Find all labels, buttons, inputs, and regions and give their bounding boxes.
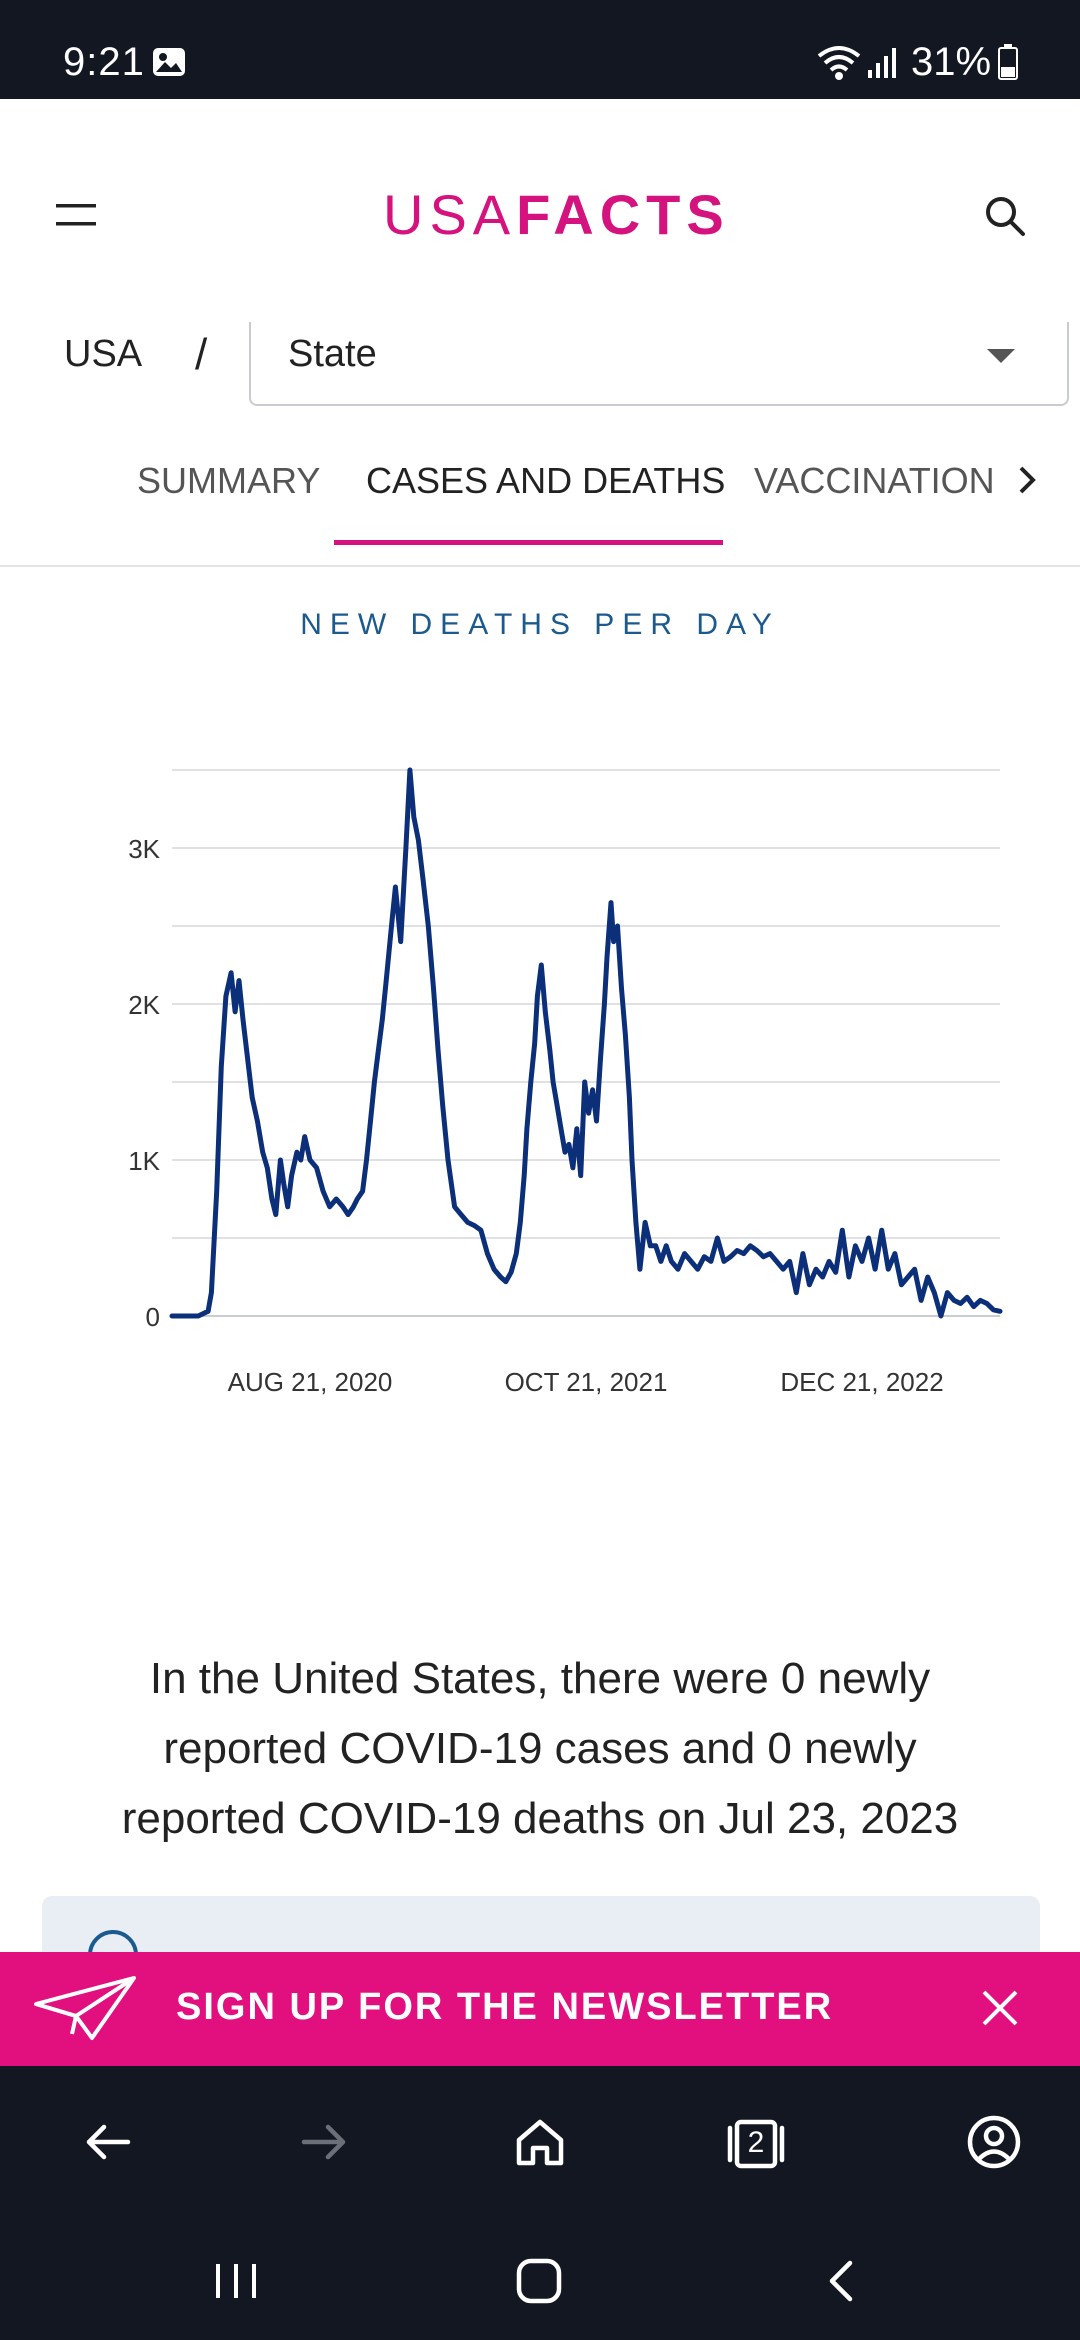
battery-percentage: 31% [911,40,992,84]
back-arrow-icon[interactable] [80,2114,136,2170]
deaths-line-chart: 0 1K 2K 3K AUG 21, 2020 OCT 21, 2021 DEC 21, 2… [128,767,1003,1397]
state-select-value: State [288,333,377,375]
tab-count: 2 [747,2126,765,2159]
active-tab-indicator [334,540,723,545]
dropdown-caret-icon [987,349,1015,363]
x-tick-label: OCT 21, 2021 [505,1367,668,1397]
breadcrumb-usa[interactable]: USA [64,333,143,375]
close-icon[interactable] [980,1988,1020,2028]
chevron-right-icon[interactable] [1016,462,1040,498]
status-bar: 9:21 31% [0,0,1080,99]
x-tick-label: AUG 21, 2020 [228,1367,393,1397]
wifi-icon [817,46,861,80]
gallery-icon [153,48,185,76]
tab-vaccination[interactable]: VACCINATION [754,460,995,501]
home-icon[interactable] [512,2114,568,2170]
battery-icon [998,44,1018,80]
search-icon[interactable] [983,194,1027,238]
signal-icon [868,48,896,78]
paper-plane-icon [34,1976,136,2040]
chart-title: NEW DEATHS PER DAY [300,608,780,641]
series-line [169,767,1003,1319]
system-back-icon[interactable] [814,2258,870,2304]
tab-summary[interactable]: SUMMARY [137,460,321,501]
y-tick-label: 1K [128,1146,160,1176]
forward-arrow-icon[interactable] [296,2114,352,2170]
y-tick-label: 3K [128,834,160,864]
x-tick-label: DEC 21, 2022 [780,1367,943,1397]
tabs-switcher-frame [727,2119,785,2169]
browser-toolbar [0,2066,1080,2218]
hamburger-menu-icon[interactable] [56,200,100,230]
system-navigation-bar [0,2218,1080,2340]
y-tick-label: 0 [146,1302,160,1332]
breadcrumb-separator: / [195,330,208,379]
section-tabs: SUMMARY CASES AND DEATHS VACCINATION [0,430,1080,567]
y-tick-label: 2K [128,990,160,1020]
state-select[interactable]: State [249,322,1069,406]
site-header [0,99,1080,314]
status-time: 9:21 [63,40,145,84]
home-button-icon[interactable] [511,2258,567,2304]
account-icon[interactable] [966,2114,1022,2170]
summary-text: In the United States, there were 0 newly… [121,1654,959,1843]
tab-cases-and-deaths[interactable]: CASES AND DEATHS [366,460,726,501]
newsletter-signup-label[interactable]: SIGN UP FOR THE NEWSLETTER [176,1986,834,2028]
logo-facts: FACTS [516,183,730,246]
usafacts-logo[interactable]: USAFACTS [383,182,730,247]
recent-apps-icon[interactable] [208,2258,264,2304]
newsletter-banner[interactable]: SIGN UP FOR THE NEWSLETTER [0,1952,1080,2066]
logo-usa: USA [383,183,517,246]
tabs-switcher-icon[interactable]: 2 [724,2116,788,2172]
